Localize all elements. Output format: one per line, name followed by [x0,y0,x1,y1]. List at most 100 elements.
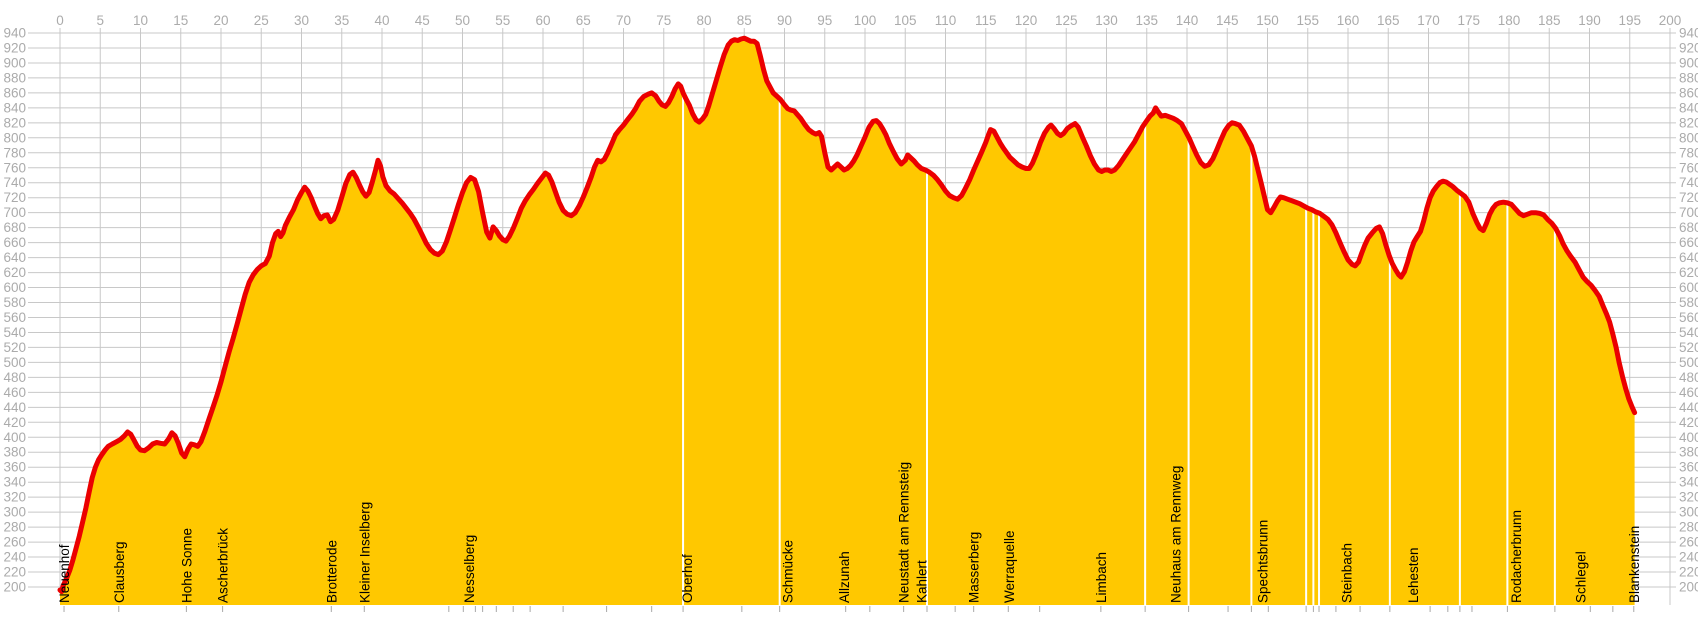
y-axis-tick-label-right: 760 [1679,160,1698,175]
x-axis-tick-label: 150 [1256,13,1279,28]
y-axis-tick-label-left: 820 [3,115,26,130]
y-axis-tick-label-right: 500 [1679,355,1698,370]
x-axis-tick-label: 45 [415,13,430,28]
waypoint-label: Rodacherbrunn [1509,510,1524,603]
y-axis-tick-label-right: 860 [1679,85,1698,100]
y-axis-tick-label-right: 420 [1679,415,1698,430]
y-axis-tick-label-right: 380 [1679,445,1698,460]
y-axis-tick-label-left: 440 [3,400,26,415]
y-axis-tick-label-left: 680 [3,220,26,235]
x-axis-tick-label: 75 [656,13,671,28]
waypoint-label: Masserberg [967,532,982,603]
waypoint-label: Werraquelle [1002,530,1017,603]
elevation-line [57,35,1638,594]
x-axis-tick-label: 105 [894,13,917,28]
y-axis-tick-label-left: 940 [3,26,26,41]
x-axis-tick-label: 175 [1457,13,1480,28]
waypoint-label: Neuhaus am Rennweg [1169,466,1184,603]
y-axis-tick-label-left: 840 [3,100,26,115]
waypoint-label: Brotterode [324,540,339,603]
waypoint-label: Blankenstein [1627,526,1642,603]
y-axis-tick-label-right: 220 [1679,565,1698,580]
x-axis-tick-label: 95 [817,13,832,28]
y-axis-tick-label-left: 260 [3,535,26,550]
waypoint-label: Neustadt am Rennsteig [897,462,912,603]
waypoint-label: Steinbach [1339,543,1354,603]
y-axis-tick-label-left: 900 [3,55,26,70]
y-axis-tick-label-right: 620 [1679,265,1698,280]
x-axis-tick-label: 165 [1377,13,1400,28]
y-axis-tick-label-right: 480 [1679,370,1698,385]
y-axis-tick-label-right: 200 [1679,580,1698,595]
x-axis-tick-label: 180 [1498,13,1521,28]
elevation-area [60,38,1635,605]
y-axis-tick-label-left: 480 [3,370,26,385]
y-axis-tick-label-right: 560 [1679,310,1698,325]
x-axis-tick-label: 160 [1337,13,1360,28]
y-axis-tick-label-right: 540 [1679,325,1698,340]
x-axis-tick-label: 20 [213,13,228,28]
y-axis-tick-label-left: 560 [3,310,26,325]
waypoint-label: Oberhof [680,554,695,603]
waypoint-label: Kahlert [914,560,929,603]
waypoint-label: Ascherbrück [216,528,231,603]
y-axis-tick-label-right: 880 [1679,70,1698,85]
y-axis-tick-label-left: 720 [3,190,26,205]
y-axis-tick-label-right: 800 [1679,130,1698,145]
x-axis-tick-label: 195 [1618,13,1641,28]
waypoint-label: Hohe Sonne [179,528,194,603]
y-axis-tick-label-right: 660 [1679,235,1698,250]
y-axis-tick-label-left: 760 [3,160,26,175]
x-axis-tick-label: 40 [374,13,389,28]
y-axis-tick-label-left: 500 [3,355,26,370]
y-axis-tick-label-left: 240 [3,550,26,565]
x-axis-tick-label: 190 [1578,13,1601,28]
waypoint-label: Limbach [1094,552,1109,603]
waypoint-label: Spechtsbrunn [1256,520,1271,603]
x-axis-tick-label: 10 [133,13,148,28]
y-axis-tick-label-right: 600 [1679,280,1698,295]
y-axis-tick-label-right: 640 [1679,250,1698,265]
x-axis-tick-label: 130 [1095,13,1118,28]
y-axis-tick-label-right: 740 [1679,175,1698,190]
y-axis-tick-label-left: 340 [3,475,26,490]
y-axis-tick-label-right: 360 [1679,460,1698,475]
y-axis-tick-label-left: 880 [3,70,26,85]
x-axis-tick-label: 115 [975,13,997,28]
x-axis-tick-label: 110 [935,13,957,28]
y-axis-tick-label-right: 300 [1679,505,1698,520]
y-axis-tick-label-left: 400 [3,430,26,445]
waypoint-label: Allzunah [837,551,852,603]
waypoint-label: Schmücke [781,540,796,603]
x-axis-tick-label: 80 [696,13,711,28]
y-axis-tick-label-left: 520 [3,340,26,355]
y-axis-tick-label-right: 840 [1679,100,1698,115]
x-axis-tick-label: 70 [616,13,631,28]
y-axis-tick-label-left: 800 [3,130,26,145]
x-axis-tick-label: 65 [576,13,591,28]
y-axis-tick-label-left: 200 [3,580,26,595]
x-axis-tick-label: 140 [1176,13,1199,28]
y-axis-tick-label-right: 580 [1679,295,1698,310]
y-axis-tick-label-right: 780 [1679,145,1698,160]
waypoint-label: Kleiner Inselberg [357,502,372,603]
y-axis-tick-label-right: 440 [1679,400,1698,415]
waypoint-label: Neuenhof [57,544,72,603]
x-axis-tick-label: 155 [1296,13,1319,28]
x-axis-tick-label: 85 [737,13,752,28]
x-axis-tick-label: 35 [334,13,349,28]
y-axis-tick-label-right: 400 [1679,430,1698,445]
y-axis-tick-label-right: 320 [1679,490,1698,505]
y-axis-tick-label-right: 340 [1679,475,1698,490]
waypoint-label: Lehesten [1406,547,1421,603]
x-axis-tick-label: 0 [56,13,64,28]
y-axis-tick-label-left: 780 [3,145,26,160]
x-axis-tick-label: 185 [1538,13,1561,28]
y-axis-tick-label-right: 820 [1679,115,1698,130]
y-axis-tick-label-left: 220 [3,565,26,580]
y-axis-tick-label-left: 580 [3,295,26,310]
y-axis-tick-label-right: 520 [1679,340,1698,355]
y-axis-tick-label-left: 920 [3,40,26,55]
